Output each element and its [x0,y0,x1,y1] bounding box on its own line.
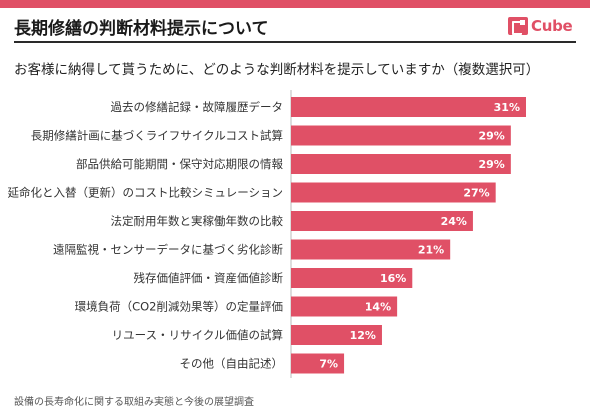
category-label: 部品供給可能期間・保守対応期限の情報 [76,157,283,171]
bar-value-label: 31% [494,101,520,114]
bar-value-label: 16% [380,272,406,285]
bar-value-label: 24% [441,215,467,228]
bar-value-label: 12% [350,329,376,342]
cube-logo-icon [508,17,528,35]
bar-chart: 過去の修繕記録・故障履歴データ 31% 長期修繕計画に基づくライフサイクルコスト試算… [7,90,526,378]
survey-question: お客様に納得して貰うために、どのような判断材料を提示していますか（複数選択可） [14,62,540,78]
source-footnote: 設備の長寿命化に関する取組み実態と今後の展望調査 [14,397,254,408]
category-label: 長期修繕計画に基づくライフサイクルコスト試算 [31,129,283,143]
page-title: 長期修繕の判断材料提示について [14,19,269,39]
category-label: 環境負荷（CO2削減効果等）の定量評価 [75,300,283,314]
category-label: 残存価値評価・資産価値診断 [134,271,284,285]
category-label: 遠隔監視・センサーデータに基づく劣化診断 [53,243,283,257]
bar [291,239,451,260]
category-label: 過去の修繕記録・故障履歴データ [111,100,284,114]
category-label: リユース・リサイクル価値の試算 [112,328,283,342]
bar-value-label: 21% [418,244,444,257]
bar [291,211,473,231]
brand-logo: Cube [508,15,573,37]
top-accent-bar [0,0,590,8]
bar [291,353,345,374]
bar [291,97,526,117]
category-label: その他（自由記述） [180,357,284,371]
bar-value-label: 29% [478,130,504,143]
category-label: 延命化と入替（更新）のコスト比較シミュレーション [7,186,283,200]
category-label: 法定耐用年数と実稼働年数の比較 [111,214,284,228]
bar-value-label: 14% [365,301,391,314]
bar-value-label: 7% [319,358,338,371]
bar [291,268,413,288]
bar [291,296,398,317]
bar-value-label: 27% [463,187,489,200]
bar [291,125,511,146]
bar [291,154,511,174]
logo-text: Cube [531,17,573,35]
title-divider [14,41,576,43]
bar-value-label: 29% [478,158,504,171]
bar [291,325,382,345]
bar [291,182,496,203]
